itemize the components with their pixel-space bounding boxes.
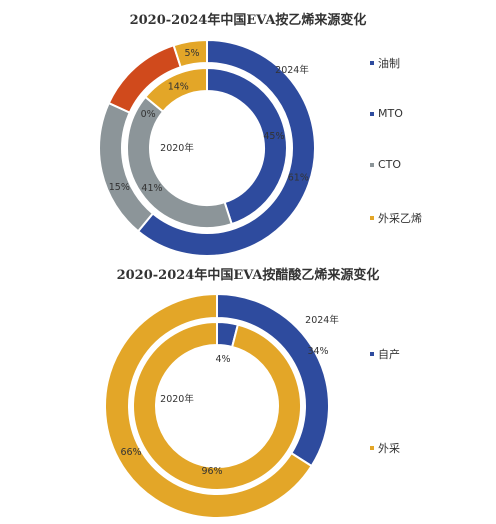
legend-label-mto: MTO xyxy=(378,107,403,120)
legend-label-self-produced: 自产 xyxy=(378,348,400,361)
legend-swatch-oil xyxy=(370,61,374,65)
chart-title-ethylene: 2020-2024年中国EVA按乙烯来源变化 xyxy=(129,13,367,28)
outer-ring-purchased-segment xyxy=(104,292,313,519)
label-2024-purchased: 5% xyxy=(184,48,199,59)
label-2024-self-produced: 34% xyxy=(307,346,328,357)
legend-label-oil: 油制 xyxy=(378,57,400,70)
label-2020-cto: 41% xyxy=(141,183,162,194)
legend-label-purchased-ethylene: 外采乙烯 xyxy=(378,212,422,225)
legend-swatch-purchased xyxy=(370,446,374,450)
legend-swatch-purchased-ethylene xyxy=(370,216,374,220)
inner-ring-purchased-segment xyxy=(132,320,302,491)
label-2020-purchased: 14% xyxy=(168,81,189,92)
legend-item-oil: 油制 xyxy=(370,55,400,71)
label-2020-self-produced: 4% xyxy=(215,354,230,365)
series-label-2024: 2024年 xyxy=(305,314,339,326)
series-label-2020: 2020年 xyxy=(160,142,194,154)
legend-label-cto: CTO xyxy=(378,158,402,171)
series-label-2024: 2024年 xyxy=(275,64,309,76)
chart-title-vinyl-acetate: 2020-2024年中国EVA按醋酸乙烯来源变化 xyxy=(116,268,380,283)
legend-item-purchased: 外采 xyxy=(370,440,400,456)
legend-item-purchased-ethylene: 外采乙烯 xyxy=(370,210,422,226)
legend-item-mto: MTO xyxy=(370,107,403,120)
outer-ring-oil-segment xyxy=(136,38,316,257)
label-2020-oil: 45% xyxy=(263,131,284,142)
ethylene-donut-chart: 61% 5% 15% 45% 41% 14% 0% 2024年 2020年 xyxy=(98,38,316,257)
label-2020-purchased: 96% xyxy=(201,466,222,477)
legend-item-self-produced: 自产 xyxy=(370,346,400,362)
label-2024-extra: 15% xyxy=(109,182,130,193)
label-2020-mto: 0% xyxy=(141,109,156,120)
legend-swatch-cto xyxy=(370,162,374,167)
series-label-2020: 2020年 xyxy=(160,393,194,405)
label-2024-oil: 61% xyxy=(288,173,309,184)
label-2024-purchased: 66% xyxy=(120,447,141,458)
legend-label-purchased: 外采 xyxy=(378,442,400,455)
outer-ring-purchased-segment xyxy=(172,38,208,69)
inner-ring-purchased-segment xyxy=(143,66,208,114)
inner-ring-oil-segment xyxy=(206,66,288,226)
legend-swatch-mto xyxy=(370,111,374,116)
legend-swatch-self-produced xyxy=(370,352,374,356)
legend-item-cto: CTO xyxy=(370,158,401,171)
